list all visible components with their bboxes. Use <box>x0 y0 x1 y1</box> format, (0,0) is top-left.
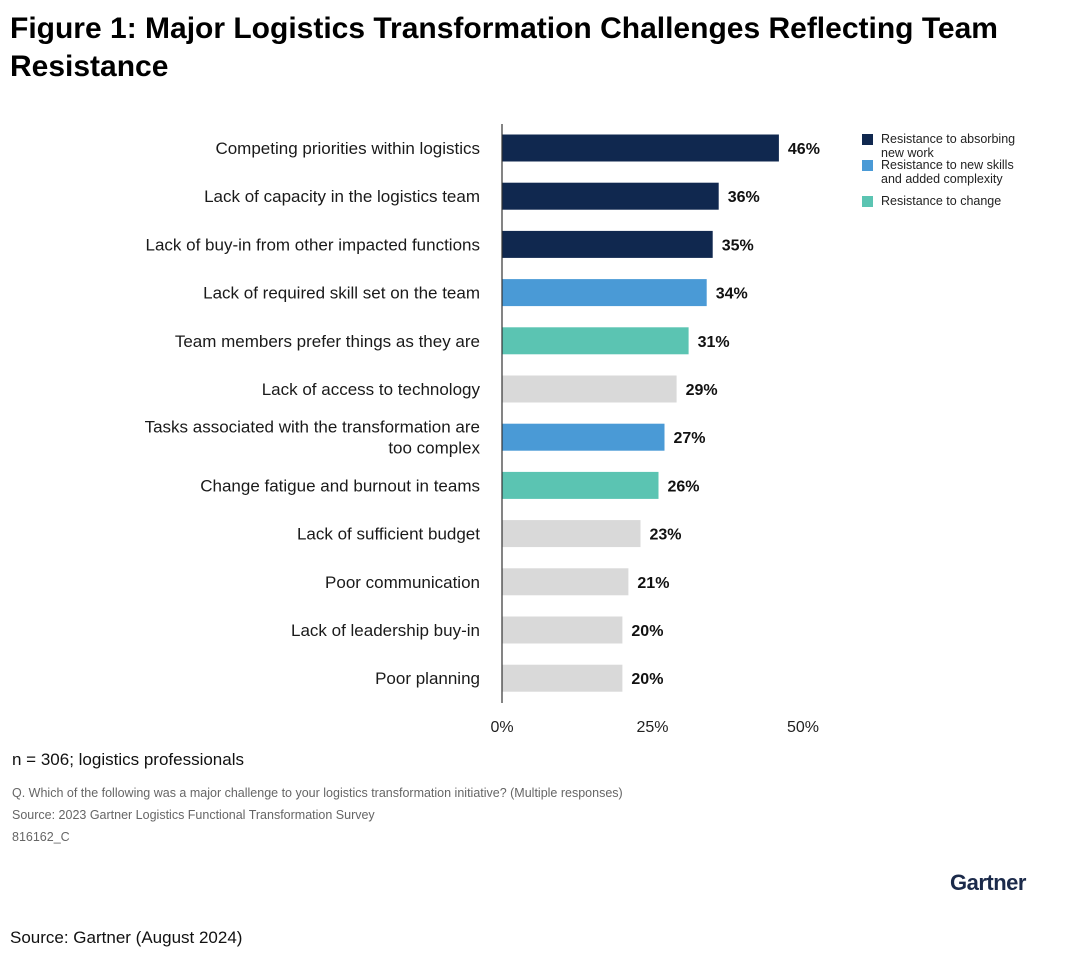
category-label-line: Team members prefer things as they are <box>175 332 480 351</box>
value-label-7: 27% <box>674 430 706 447</box>
value-label-3: 35% <box>722 237 754 254</box>
bar-7 <box>502 423 665 451</box>
legend-label-line: new work <box>881 146 935 160</box>
value-label-11: 20% <box>631 623 663 640</box>
category-label-line: Lack of access to technology <box>262 380 481 399</box>
sample-note: n = 306; logistics professionals <box>12 750 244 769</box>
legend-label-skills: Resistance to new skills and added comple… <box>881 158 1014 186</box>
value-label-10: 21% <box>637 575 669 592</box>
bar-3 <box>502 230 713 258</box>
survey-source: Source: 2023 Gartner Logistics Functiona… <box>12 808 375 822</box>
category-label-line: Tasks associated with the transformation… <box>145 418 480 437</box>
category-label-10: Poor communication <box>325 573 480 592</box>
legend-swatch-absorbing <box>862 134 873 145</box>
chart-title: Figure 1: Major Logistics Transformation… <box>10 12 998 83</box>
legend-label-change: Resistance to change <box>881 194 1001 208</box>
figure-code: 816162_C <box>12 830 70 844</box>
category-label-line: Lack of leadership buy-in <box>291 621 480 640</box>
category-label-6: Lack of access to technology <box>262 380 481 399</box>
category-label-12: Poor planning <box>375 669 480 688</box>
category-label-9: Lack of sufficient budget <box>297 525 480 544</box>
bar-12 <box>502 664 623 692</box>
category-label-line: too complex <box>388 439 480 458</box>
bar-2 <box>502 182 719 210</box>
legend-label-line: Resistance to absorbing <box>881 132 1015 146</box>
value-label-12: 20% <box>631 671 663 688</box>
legend-swatch-skills <box>862 160 873 171</box>
value-label-4: 34% <box>716 286 748 303</box>
category-label-11: Lack of leadership buy-in <box>291 621 480 640</box>
category-label-8: Change fatigue and burnout in teams <box>200 476 480 495</box>
category-label-line: Lack of sufficient budget <box>297 525 480 544</box>
category-label-2: Lack of capacity in the logistics team <box>204 187 480 206</box>
value-label-5: 31% <box>698 334 730 351</box>
legend-label-line: Resistance to new skills <box>881 158 1014 172</box>
bar-5 <box>502 327 689 355</box>
category-label-line: Change fatigue and burnout in teams <box>200 476 480 495</box>
x-tick-label-1: 0% <box>490 719 513 736</box>
value-label-2: 36% <box>728 189 760 206</box>
category-label-line: Lack of buy-in from other impacted funct… <box>146 235 481 254</box>
gartner-logo: Gartner <box>950 870 1026 895</box>
category-label-1: Competing priorities within logistics <box>215 139 480 158</box>
category-label-7: Tasks associated with the transformation… <box>145 418 481 458</box>
bar-8 <box>502 471 659 499</box>
survey-question: Q. Which of the following was a major ch… <box>12 786 623 800</box>
category-label-line: Poor planning <box>375 669 480 688</box>
legend-label-line: and added complexity <box>881 172 1003 186</box>
category-label-5: Team members prefer things as they are <box>175 332 480 351</box>
footer-source: Source: Gartner (August 2024) <box>10 928 243 947</box>
category-label-line: Competing priorities within logistics <box>215 139 480 158</box>
legend-swatch-change <box>862 196 873 207</box>
bar-11 <box>502 616 623 644</box>
legend-label-line: Resistance to change <box>881 194 1001 208</box>
value-label-9: 23% <box>650 527 682 544</box>
category-label-line: Poor communication <box>325 573 480 592</box>
category-label-line: Lack of capacity in the logistics team <box>204 187 480 206</box>
value-label-1: 46% <box>788 141 820 158</box>
value-label-8: 26% <box>668 478 700 495</box>
bar-10 <box>502 568 629 596</box>
bar-6 <box>502 375 677 403</box>
category-label-line: Lack of required skill set on the team <box>203 284 480 303</box>
bar-chart: 46% Competing priorities within logistics… <box>145 124 1015 736</box>
bar-9 <box>502 520 641 548</box>
category-label-4: Lack of required skill set on the team <box>203 284 480 303</box>
bar-4 <box>502 279 707 307</box>
x-tick-label-3: 50% <box>787 719 819 736</box>
bar-1 <box>502 134 779 162</box>
legend-label-absorbing: Resistance to absorbing new work <box>881 132 1015 160</box>
category-label-3: Lack of buy-in from other impacted funct… <box>146 235 481 254</box>
x-tick-label-2: 25% <box>636 719 668 736</box>
value-label-6: 29% <box>686 382 718 399</box>
